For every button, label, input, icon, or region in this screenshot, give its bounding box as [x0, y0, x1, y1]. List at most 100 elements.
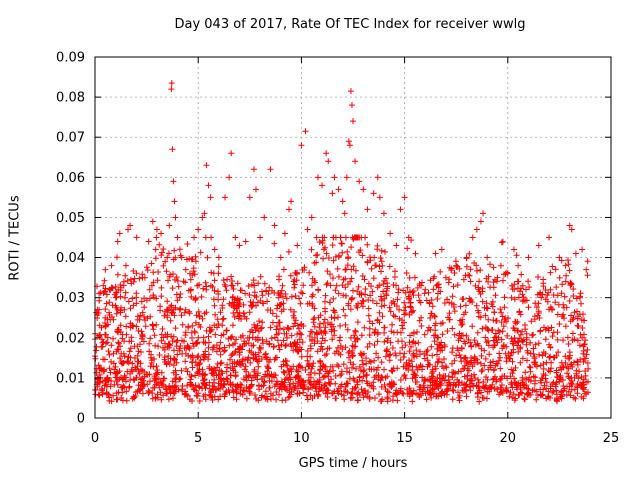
plot-border [94, 56, 612, 419]
data-point [393, 242, 400, 249]
data-point [149, 218, 156, 225]
data-point [347, 88, 354, 95]
data-point [168, 86, 175, 93]
data-point [182, 266, 189, 273]
data-point [314, 174, 321, 181]
data-point [145, 238, 152, 245]
data-point [153, 226, 160, 233]
data-point [252, 186, 259, 193]
data-point [222, 194, 229, 201]
y-tick-label: 0.01 [56, 371, 85, 386]
data-point [286, 206, 293, 213]
data-point [168, 80, 175, 87]
data-point [122, 262, 129, 269]
y-tick-label: 0.04 [56, 251, 85, 266]
data-point [345, 138, 352, 145]
data-point [556, 254, 563, 261]
data-point [308, 214, 315, 221]
data-point [170, 178, 177, 185]
y-tick-label: 0.07 [56, 131, 85, 146]
data-point [242, 238, 249, 245]
data-point [535, 242, 542, 249]
scatter-cloud [92, 234, 592, 405]
data-point [226, 174, 233, 181]
data-point [380, 210, 387, 217]
data-point [343, 174, 350, 181]
data-point [207, 194, 214, 201]
data-point [127, 222, 134, 229]
data-point [335, 186, 342, 193]
data-point [302, 128, 309, 135]
data-point [405, 234, 412, 241]
data-point [331, 174, 338, 181]
x-tick-label: 25 [603, 431, 620, 446]
data-point [191, 234, 198, 241]
data-point [166, 222, 173, 229]
data-point [401, 194, 408, 201]
data-point [125, 226, 132, 233]
data-point [463, 254, 470, 261]
data-point [432, 250, 439, 257]
x-tick-label: 15 [396, 431, 413, 446]
data-point [277, 254, 284, 261]
data-point [480, 210, 487, 217]
y-axis-label: ROTI / TECUs [7, 195, 23, 281]
data-point [288, 198, 295, 205]
data-point [525, 254, 532, 261]
data-point [484, 254, 491, 261]
data-point [566, 222, 573, 229]
data-point [199, 214, 206, 221]
data-point [579, 246, 586, 253]
data-point [174, 234, 181, 241]
data-point [453, 262, 460, 269]
data-point [341, 210, 348, 217]
data-point [211, 246, 218, 253]
y-tick-label: 0.05 [56, 211, 85, 226]
y-tick-label: 0.08 [56, 91, 85, 106]
y-tick-label: 0.03 [56, 291, 85, 306]
data-point [350, 118, 356, 125]
data-point [108, 262, 115, 269]
data-point [112, 302, 119, 309]
data-point [352, 158, 359, 165]
data-point [442, 274, 449, 281]
data-point [387, 230, 394, 237]
data-point [246, 194, 253, 201]
data-point [158, 230, 165, 237]
data-point [515, 262, 522, 269]
x-tick-label: 0 [91, 431, 99, 446]
data-point [294, 242, 301, 249]
data-point [133, 294, 140, 301]
data-point [169, 146, 176, 153]
data-point [186, 270, 193, 277]
data-point [304, 226, 311, 233]
data-point [473, 226, 480, 233]
data-point [418, 282, 425, 289]
data-point [172, 214, 179, 221]
data-point [298, 142, 305, 149]
data-point [114, 238, 121, 245]
data-point [323, 150, 330, 157]
data-point [469, 234, 476, 241]
x-tick-label: 10 [293, 431, 310, 446]
data-point [339, 198, 346, 205]
data-point [100, 282, 107, 289]
data-point [346, 142, 353, 149]
data-point [257, 234, 264, 241]
y-tick-label: 0.06 [56, 171, 85, 186]
data-point [96, 290, 103, 297]
y-tick-label: 0.09 [56, 51, 85, 66]
data-point [106, 286, 113, 293]
data-point [164, 254, 171, 261]
data-point [364, 206, 371, 213]
data-point [215, 254, 222, 261]
data-point [271, 222, 278, 229]
x-tick-label: 5 [194, 431, 202, 446]
data-point [411, 274, 418, 281]
data-point [397, 206, 404, 213]
x-tick-label: 20 [500, 431, 517, 446]
data-point [546, 234, 553, 241]
data-point [232, 234, 239, 241]
data-point [360, 186, 367, 193]
data-point [228, 150, 235, 157]
